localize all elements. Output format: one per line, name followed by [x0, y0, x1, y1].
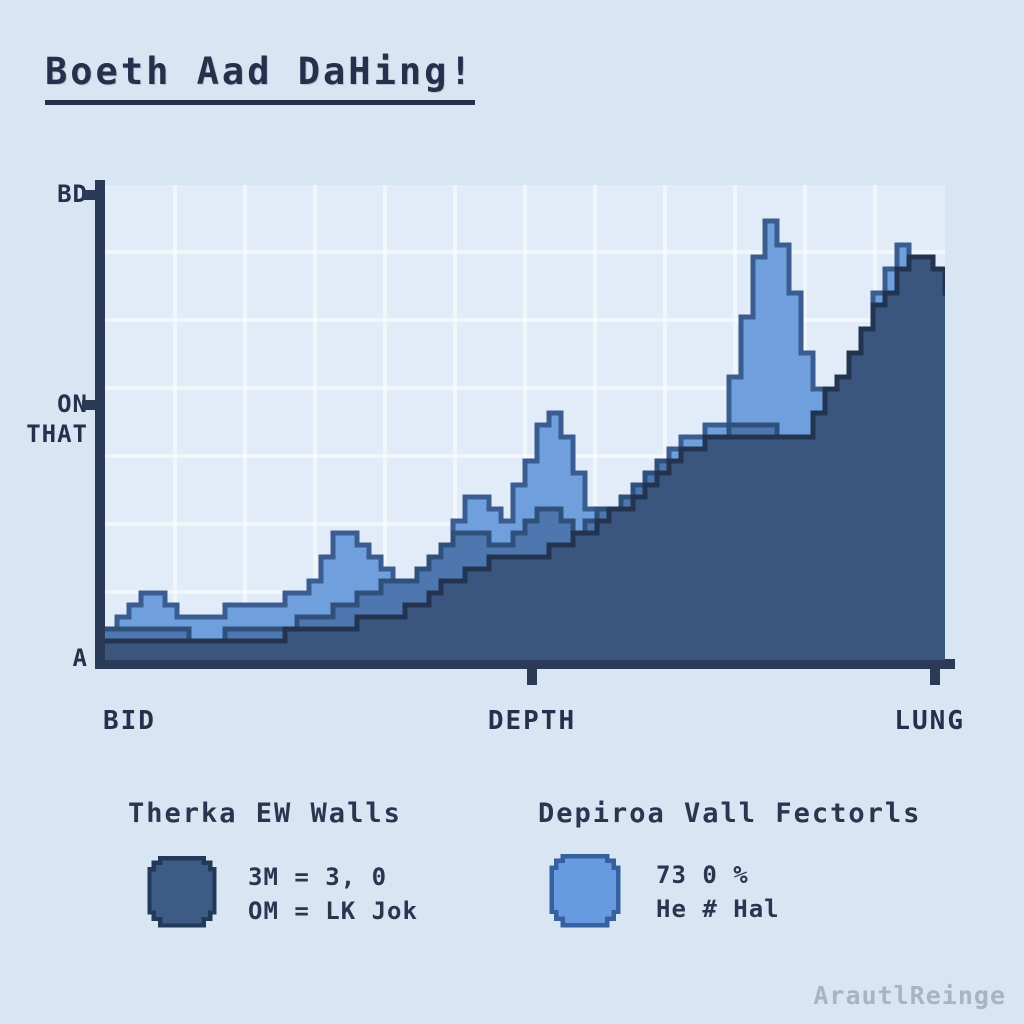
x-axis-label-center: DEPTH — [487, 706, 577, 736]
watermark: ArautlReinge — [813, 981, 1006, 1010]
legend-item-1-values: 3M = 3, 0 OM = LK Jok — [248, 860, 418, 928]
legend-item-2-values: 73 0 % He # Hal — [656, 858, 780, 926]
legend-item-1-line2: OM = LK Jok — [248, 897, 418, 925]
pixel-area-chart — [105, 185, 945, 660]
pixel-blob-light-icon — [545, 850, 625, 934]
legend-item-1-title: Therka EW Walls — [128, 798, 402, 829]
legend-item-2-line2: He # Hal — [656, 895, 780, 923]
x-axis-tick-right — [930, 669, 940, 685]
legend-item-2-title: Depiroa Vall Fectorls — [538, 798, 922, 829]
x-axis-tick-center — [527, 669, 537, 685]
x-axis-label-right: LUNG — [894, 706, 965, 736]
legend-item-2-line1: 73 0 % — [656, 861, 749, 889]
y-axis-label-mid2: THAT — [26, 420, 88, 448]
pixel-blob-dark-icon — [143, 852, 221, 934]
y-axis-label-top: BD — [57, 180, 88, 208]
legend-item-1-line1: 3M = 3, 0 — [248, 863, 388, 891]
y-axis-line — [95, 180, 105, 669]
y-axis-label-mid1: ON — [57, 390, 88, 418]
plot-area — [105, 185, 945, 660]
y-axis-tick-mid — [82, 400, 96, 410]
page-title: Boeth Aad DaHing! — [45, 50, 475, 105]
x-axis-label-left: BID — [103, 706, 156, 736]
y-axis-tick-top — [82, 190, 96, 200]
y-axis-label-bottom: A — [72, 644, 88, 672]
x-axis-line — [95, 659, 955, 669]
